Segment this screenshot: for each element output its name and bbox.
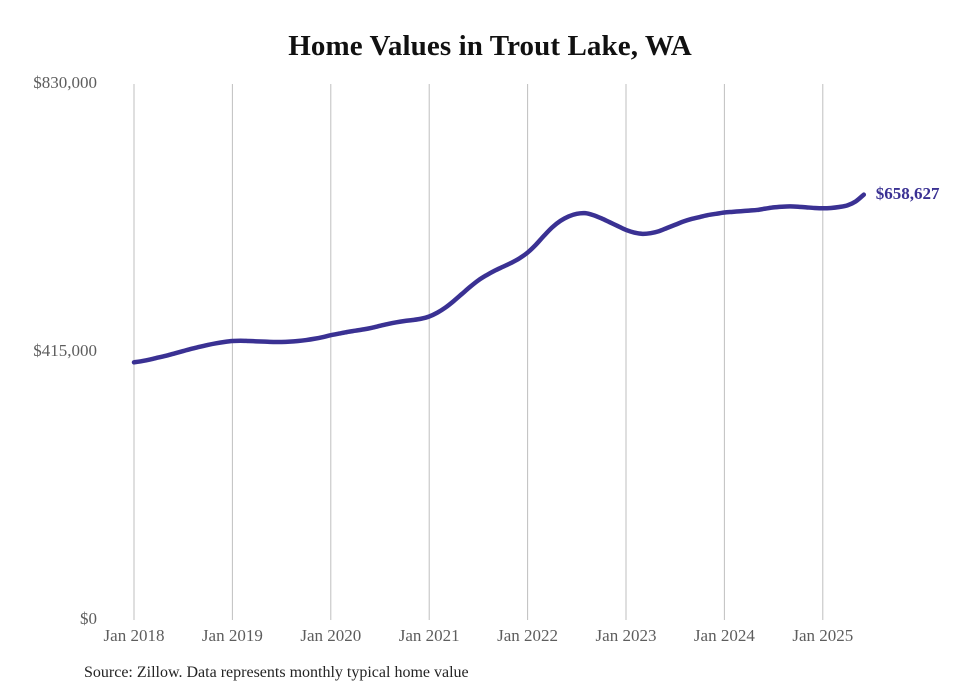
x-tick-label-jan-2023: Jan 2023 <box>595 626 657 645</box>
x-tick-label-jan-2021: Jan 2021 <box>398 626 460 645</box>
x-tick-label-jan-2018: Jan 2018 <box>103 626 165 645</box>
x-tick-label-jan-2019: Jan 2019 <box>201 626 263 645</box>
series-line-typical-home-value <box>131 192 867 365</box>
y-tick-label-0: $0 <box>80 609 97 628</box>
x-tick-label-jan-2022: Jan 2022 <box>497 626 559 645</box>
source-note: Source: Zillow. Data represents monthly … <box>84 664 469 681</box>
y-tick-label-415000: $415,000 <box>33 341 97 360</box>
data-series-line <box>131 192 867 365</box>
chart-title: Home Values in Trout Lake, WA <box>288 30 692 62</box>
x-tick-label-jan-2020: Jan 2020 <box>300 626 362 645</box>
end-value-annotation: $658,627 <box>875 183 940 203</box>
x-tick-label-jan-2024: Jan 2024 <box>693 626 755 645</box>
x-tick-label-jan-2025: Jan 2025 <box>792 626 854 645</box>
gridlines <box>133 84 824 620</box>
y-tick-label-830000: $830,000 <box>33 73 97 92</box>
